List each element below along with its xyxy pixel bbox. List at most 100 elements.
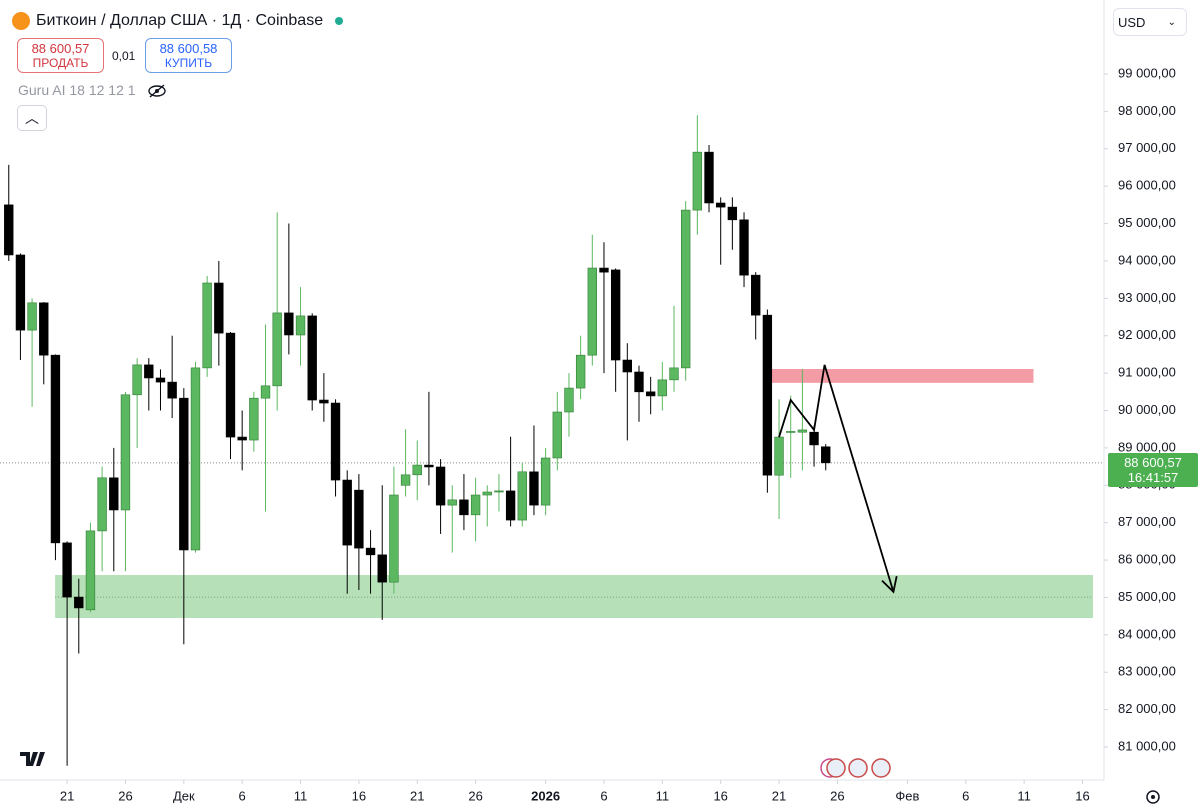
- candle-body: [330, 402, 341, 481]
- x-tick-label: 2026: [531, 788, 560, 803]
- settings-icon[interactable]: [1146, 790, 1160, 804]
- y-tick-label: 81 000,00: [1118, 738, 1176, 753]
- candle-body: [821, 446, 831, 464]
- candle-body: [74, 596, 84, 609]
- x-tick-label: 11: [656, 788, 670, 803]
- x-tick-label: 16: [1075, 788, 1089, 803]
- tv-logo: [20, 752, 45, 766]
- candle-body: [622, 359, 632, 373]
- collapse-button[interactable]: ︿: [17, 105, 47, 131]
- last-price: 88 600,57: [1124, 454, 1182, 470]
- candle-body: [412, 464, 422, 476]
- candle-body: [552, 411, 562, 459]
- y-tick-label: 85 000,00: [1118, 589, 1176, 604]
- candle-body: [762, 314, 773, 476]
- x-tick-label: Фев: [895, 788, 919, 803]
- candle-body: [739, 219, 749, 276]
- candle-body: [237, 436, 247, 441]
- x-tick-label: 6: [600, 788, 607, 803]
- candle-body: [610, 269, 621, 361]
- y-tick-label: 94 000,00: [1118, 252, 1176, 267]
- event-icons[interactable]: [820, 758, 891, 778]
- forecast-arrow: [778, 364, 895, 593]
- x-tick-label: 6: [962, 788, 969, 803]
- candle-body: [50, 354, 61, 544]
- candle-body: [797, 429, 808, 433]
- currency-selector[interactable]: USD ⌄: [1113, 8, 1187, 36]
- x-tick-label: 26: [830, 788, 844, 803]
- candle-body: [669, 367, 679, 381]
- candle-body: [15, 254, 26, 331]
- candle-body: [62, 542, 72, 598]
- candle-body: [4, 204, 14, 256]
- x-tick-label: 16: [713, 788, 727, 803]
- buy-price: 88 600,58: [159, 41, 218, 56]
- candle-body: [424, 464, 434, 468]
- candle-body: [634, 371, 644, 393]
- y-tick-label: 90 000,00: [1118, 402, 1176, 417]
- candle-body: [97, 477, 107, 532]
- candle-body: [27, 302, 37, 331]
- visibility-icon[interactable]: [147, 84, 167, 98]
- candle-body: [377, 554, 387, 583]
- market-status-dot: [335, 17, 344, 25]
- y-tick-label: 99 000,00: [1118, 65, 1176, 80]
- buy-button[interactable]: 88 600,58 КУПИТЬ: [145, 38, 232, 73]
- candle-body: [587, 267, 597, 356]
- candle-body: [529, 471, 539, 506]
- y-tick-label: 87 000,00: [1118, 514, 1176, 529]
- y-tick-label: 86 000,00: [1118, 552, 1176, 567]
- x-tick-label: 26: [118, 788, 132, 803]
- candle-body: [564, 387, 574, 413]
- candle-body: [365, 547, 376, 556]
- candle-body: [400, 474, 411, 486]
- candle-body: [295, 315, 306, 336]
- x-tick-label: 26: [468, 788, 482, 803]
- candle-body: [120, 394, 131, 511]
- candle-body: [179, 397, 189, 551]
- candle-body: [260, 385, 271, 399]
- candle-body: [225, 332, 236, 438]
- y-tick-label: 91 000,00: [1118, 365, 1176, 380]
- candle-body: [214, 282, 224, 334]
- candle-body: [354, 489, 364, 549]
- candle-body: [657, 379, 668, 397]
- indicator-label: Guru AI 18 12 12 1: [18, 82, 136, 98]
- candle-body: [389, 494, 399, 583]
- last-price-label: 88 600,57 16:41:57: [1108, 452, 1198, 487]
- buy-label: КУПИТЬ: [164, 56, 213, 70]
- y-tick-label: 82 000,00: [1118, 701, 1176, 716]
- x-tick-label: 21: [60, 788, 74, 803]
- candle-body: [540, 457, 551, 506]
- symbol-title-row: Биткоин / Доллар США · 1Д · Coinbase: [12, 12, 344, 30]
- countdown: 16:41:57: [1127, 469, 1179, 485]
- candle-body: [494, 490, 504, 493]
- candle-body: [716, 202, 726, 208]
- y-tick-label: 83 000,00: [1118, 664, 1176, 679]
- y-tick-label: 97 000,00: [1118, 140, 1176, 155]
- x-tick-label: 6: [239, 788, 246, 803]
- sell-button[interactable]: 88 600,57 ПРОДАТЬ: [17, 38, 104, 73]
- candle-body: [39, 302, 49, 356]
- candle-body: [132, 364, 142, 396]
- price-zone: [770, 369, 1034, 383]
- candle-body: [645, 391, 656, 397]
- symbol-title: Биткоин / Доллар США · 1Д · Coinbase: [36, 12, 324, 29]
- candle-body: [109, 477, 119, 511]
- candle-body: [505, 490, 516, 521]
- candle-body: [155, 377, 166, 383]
- sell-price: 88 600,57: [31, 41, 90, 56]
- candle-body: [459, 499, 469, 516]
- candles: [4, 115, 831, 766]
- y-tick-label: 92 000,00: [1118, 327, 1176, 342]
- candle-body: [202, 282, 212, 369]
- candle-body: [167, 381, 177, 399]
- x-tick-label: 11: [1017, 788, 1031, 803]
- x-tick-label: 11: [294, 788, 308, 803]
- candle-body: [692, 151, 703, 211]
- candle-body: [319, 399, 329, 404]
- candle-body: [575, 354, 586, 389]
- candle-body: [809, 431, 819, 446]
